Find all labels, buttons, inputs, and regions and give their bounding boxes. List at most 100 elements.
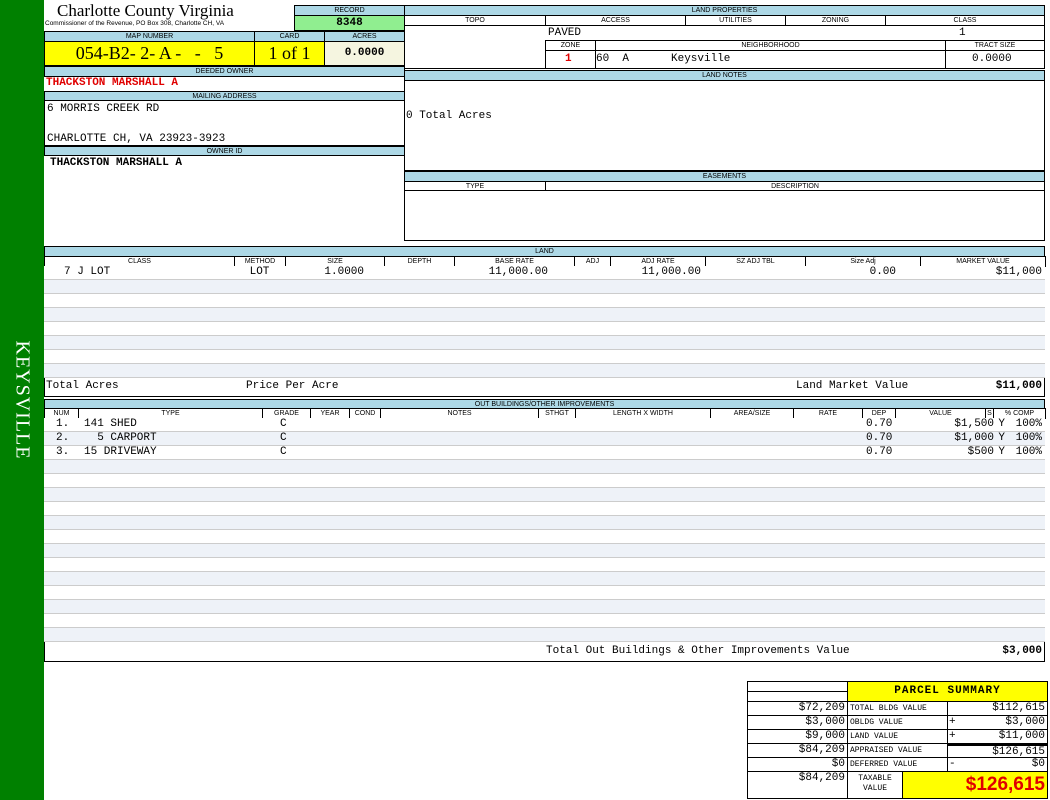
outbuilding-cell: C: [280, 432, 287, 444]
record-value: 8348: [294, 15, 405, 31]
outbuilding-cell: Y: [998, 446, 1005, 458]
total-acres-label: Total Acres: [46, 380, 119, 392]
land-row: [44, 294, 1045, 308]
summary-operator: +: [949, 716, 956, 728]
outbuildings-total-label: Total Out Buildings & Other Improvements…: [546, 645, 850, 657]
outbuilding-row: [44, 530, 1045, 544]
summary-value: $0: [1031, 758, 1045, 770]
sidebar-label: KEYSVILLE: [11, 340, 34, 460]
summary-previous-value: $84,209: [747, 743, 848, 758]
summary-previous-value: $72,209: [747, 701, 848, 716]
sidebar: [0, 0, 44, 800]
address-line-2: CHARLOTTE CH, VA 23923-3923: [47, 133, 226, 145]
outbuilding-row: 3. 15 DRIVEWAY C 0.70 $500 Y 100%: [44, 446, 1045, 460]
outbuilding-row: [44, 516, 1045, 530]
price-per-acre-label: Price Per Acre: [246, 380, 339, 392]
outbuilding-cell: 100%: [1015, 446, 1042, 458]
outbuilding-cell: Y: [998, 418, 1005, 430]
summary-label: APPRAISED VALUE: [847, 743, 948, 758]
outbuildings-total-value: $3,000: [1002, 645, 1042, 657]
summary-value-cell: $112,615: [947, 701, 1048, 716]
taxable-value: $126,615: [902, 771, 1048, 799]
zone-value: 1: [565, 53, 572, 65]
summary-value-cell: $126,615: [947, 743, 1048, 758]
neighborhood-code: 60 A: [596, 53, 630, 65]
map-number-value: 054-B2- 2- A - - 5: [44, 41, 255, 66]
summary-label: OBLDG VALUE: [847, 715, 948, 730]
outbuilding-row: [44, 474, 1045, 488]
outbuilding-row: [44, 502, 1045, 516]
outbuilding-cell: 100%: [1015, 432, 1042, 444]
land-row: [44, 280, 1045, 294]
land-notes-box: [404, 80, 1045, 171]
parcel-summary: PARCEL SUMMARY $72,209 TOTAL BLDG VALUE $1…: [747, 681, 1048, 799]
outbuilding-cell: 1.: [56, 418, 70, 430]
land-row: [44, 336, 1045, 350]
land-row: [44, 364, 1045, 378]
summary-label: DEFERRED VALUE: [847, 757, 948, 772]
outbuilding-cell: 0.70: [866, 446, 893, 458]
land-cell: LOT: [249, 266, 270, 278]
page-subtitle: Commissioner of the Revenue, PO Box 308,…: [45, 20, 225, 27]
taxable-prev: $84,209: [747, 771, 848, 799]
outbuilding-cell: $500: [967, 446, 994, 458]
summary-operator: -: [949, 758, 956, 770]
summary-value-cell: + $11,000: [947, 729, 1048, 744]
summary-value: $11,000: [998, 730, 1045, 742]
land-cell: 7 J LOT: [64, 266, 111, 278]
outbuilding-row: [44, 600, 1045, 614]
summary-previous-value: $3,000: [747, 715, 848, 730]
tract-divider: [945, 50, 946, 69]
outbuilding-cell: $1,000: [954, 432, 994, 444]
summary-previous-value: $9,000: [747, 729, 848, 744]
parcel-summary-title: PARCEL SUMMARY: [847, 681, 1048, 702]
outbuilding-cell: Y: [998, 432, 1005, 444]
access-value: PAVED: [548, 27, 582, 39]
land-cell: 11,000.00: [641, 266, 701, 278]
land-cell: 0.00: [869, 266, 896, 278]
land-cell: $11,000: [995, 266, 1042, 278]
outbuilding-cell: $1,500: [954, 418, 994, 430]
outbuilding-cell: C: [280, 418, 287, 430]
outbuilding-cell: 2.: [56, 432, 70, 444]
card-value: 1 of 1: [254, 41, 325, 66]
summary-value: $3,000: [1005, 716, 1045, 728]
address-line-1: 6 MORRIS CREEK RD: [47, 103, 160, 115]
taxable-label: TAXABLE VALUE: [847, 771, 903, 799]
neighborhood-value: Keysville: [671, 53, 731, 65]
class-value: 1: [959, 27, 966, 39]
summary-value-cell: + $3,000: [947, 715, 1048, 730]
land-row: 7 J LOT LOT 1.0000 11,000.00 11,000.00 0.00 $1…: [44, 266, 1045, 280]
outbuilding-row: [44, 614, 1045, 628]
summary-value: $126,615: [992, 746, 1045, 758]
outbuilding-row: [44, 572, 1045, 586]
zone-divider: [595, 50, 596, 69]
land-market-value-label: Land Market Value: [796, 380, 909, 392]
tract-size-value: 0.0000: [972, 53, 1012, 65]
zone-row: [545, 50, 1045, 69]
land-row: [44, 350, 1045, 364]
summary-operator: +: [949, 730, 956, 742]
outbuilding-row: [44, 544, 1045, 558]
outbuilding-cell: 3.: [56, 446, 70, 458]
easements-box: [404, 190, 1045, 241]
outbuilding-row: [44, 558, 1045, 572]
outbuilding-cell: 0.70: [866, 418, 893, 430]
land-notes-text: 0 Total Acres: [406, 110, 492, 122]
summary-previous-value: $0: [747, 757, 848, 772]
outbuilding-row: 2. 5 CARPORT C 0.70 $1,000 Y 100%: [44, 432, 1045, 446]
owner-id-label: OWNER ID: [44, 146, 405, 156]
outbuilding-cell: 0.70: [866, 432, 893, 444]
outbuilding-cell: 15 DRIVEWAY: [84, 446, 157, 458]
summary-label: LAND VALUE: [847, 729, 948, 744]
land-market-value: $11,000: [995, 380, 1042, 392]
summary-value: $112,615: [992, 702, 1045, 714]
outbuilding-row: [44, 628, 1045, 642]
outbuilding-row: 1. 141 SHED C 0.70 $1,500 Y 100%: [44, 418, 1045, 432]
outbuilding-row: [44, 586, 1045, 600]
owner-id-value: THACKSTON MARSHALL A: [50, 157, 183, 169]
outbuilding-row: [44, 488, 1045, 502]
acres-value: 0.0000: [324, 41, 405, 66]
outbuilding-cell: C: [280, 446, 287, 458]
mailing-address-box: [44, 100, 405, 146]
